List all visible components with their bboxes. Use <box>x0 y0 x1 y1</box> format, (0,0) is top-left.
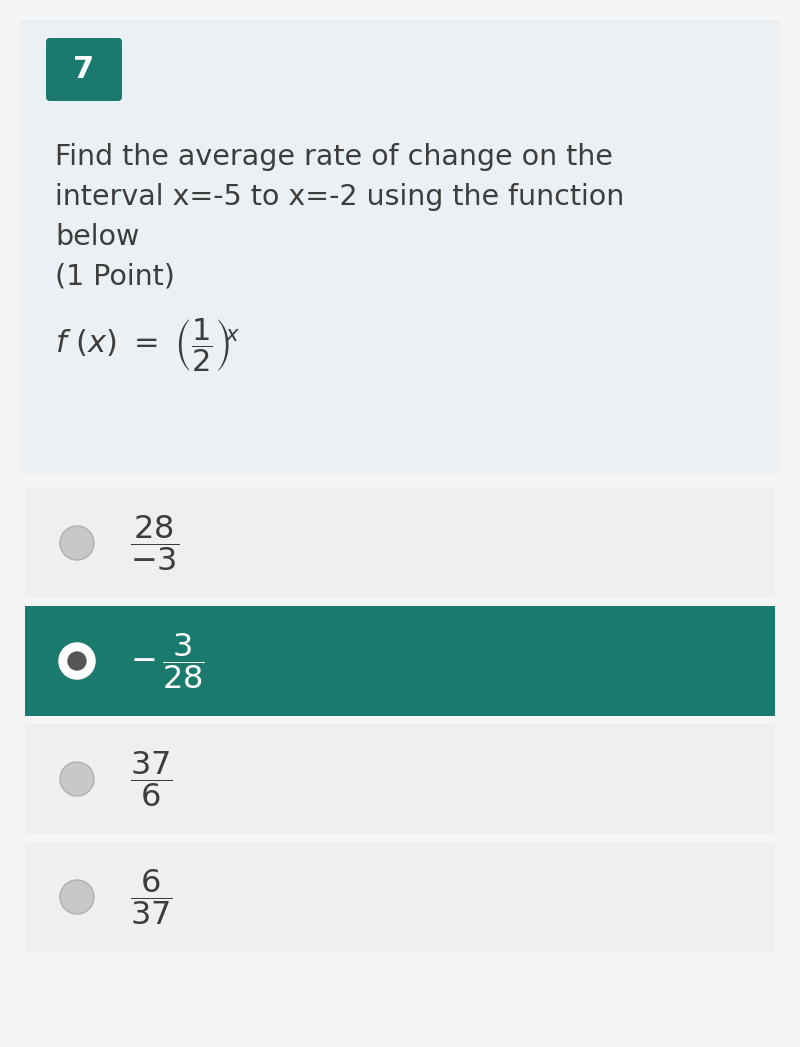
Text: (1 Point): (1 Point) <box>55 263 175 291</box>
Text: $-\,\dfrac{3}{28}$: $-\,\dfrac{3}{28}$ <box>130 631 205 691</box>
Text: $f\ (x)\ =\ \left(\dfrac{1}{2}\right)^{\!\!x}$: $f\ (x)\ =\ \left(\dfrac{1}{2}\right)^{\… <box>55 316 240 374</box>
Text: $\dfrac{6}{37}$: $\dfrac{6}{37}$ <box>130 867 173 927</box>
Text: Find the average rate of change on the: Find the average rate of change on the <box>55 143 613 171</box>
Circle shape <box>60 644 94 678</box>
FancyBboxPatch shape <box>46 38 122 101</box>
Circle shape <box>60 526 94 560</box>
Circle shape <box>60 762 94 796</box>
Bar <box>25 488 775 598</box>
Bar <box>25 842 775 952</box>
Bar <box>25 723 775 834</box>
Text: below: below <box>55 223 139 251</box>
Circle shape <box>68 652 86 670</box>
Text: $\dfrac{28}{-3}$: $\dfrac{28}{-3}$ <box>130 513 179 573</box>
Text: $\dfrac{37}{6}$: $\dfrac{37}{6}$ <box>130 749 173 809</box>
Circle shape <box>60 879 94 914</box>
Text: interval x=-5 to x=-2 using the function: interval x=-5 to x=-2 using the function <box>55 183 624 211</box>
Text: 7: 7 <box>74 55 94 84</box>
FancyBboxPatch shape <box>20 20 780 475</box>
Bar <box>25 606 775 716</box>
